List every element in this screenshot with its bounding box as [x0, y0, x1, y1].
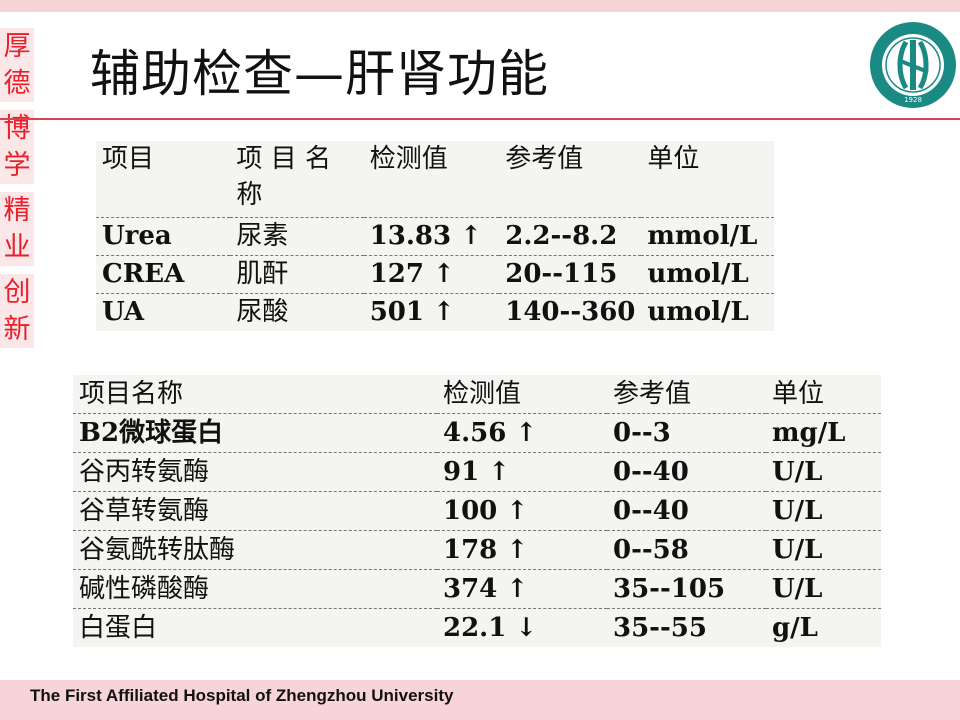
table-cell: 肌酐	[230, 255, 364, 294]
table-row: 谷氨酰转肽酶 178 ↑ 0--58 U/L	[73, 530, 881, 570]
table-row: UA 尿酸 501 ↑ 140--360 umol/L	[96, 293, 774, 331]
motto-char: 德	[0, 65, 34, 102]
table-cell: 尿素	[230, 217, 364, 256]
table-cell: 100 ↑	[437, 491, 607, 531]
motto-char: 学	[0, 147, 34, 184]
table-header-row: 项目 项 目 名 称 检测值 参考值 单位	[96, 141, 774, 218]
table-cell: 碱性磷酸酶	[73, 569, 437, 609]
table-cell: 谷草转氨酶	[73, 491, 437, 531]
header-cell: 项目名称	[79, 379, 184, 409]
motto-sidebar: 厚 德 博 学 精 业 创 新	[0, 28, 34, 348]
table-cell: 91 ↑	[437, 452, 607, 492]
header-cell: 检测值	[369, 144, 448, 174]
table-cell: U/L	[766, 530, 881, 570]
header-cell: 项目	[102, 144, 155, 174]
slide-title: 辅助检查—肝肾功能	[90, 45, 549, 103]
table-cell: 501 ↑	[363, 293, 500, 331]
table-cell: 374 ↑	[437, 569, 607, 609]
hospital-logo-icon: 1928	[870, 22, 956, 108]
footer-hospital-name: The First Affiliated Hospital of Zhengzh…	[30, 686, 454, 705]
table-cell: 35--105	[607, 569, 766, 609]
table-cell: 178 ↑	[437, 530, 607, 570]
table-cell: 尿酸	[230, 293, 364, 331]
table-cell: 13.83 ↑	[363, 217, 500, 256]
table-row: 谷草转氨酶 100 ↑ 0--40 U/L	[73, 491, 881, 531]
table-cell: 2.2--8.2	[499, 217, 642, 256]
table-row: 谷丙转氨酶 91 ↑ 0--40 U/L	[73, 452, 881, 492]
table-cell: Urea	[96, 217, 231, 256]
header-cell: 项 目 名 称	[236, 144, 331, 210]
top-band	[0, 0, 960, 12]
motto-char: 创	[0, 274, 34, 311]
header-cell: 检测值	[443, 379, 522, 409]
title-divider	[0, 118, 960, 120]
table-cell: umol/L	[641, 255, 774, 294]
liver-function-table: 项目名称 检测值 参考值 单位 B2微球蛋白 4.56 ↑ 0--3 mg/L …	[73, 375, 881, 647]
motto-char: 精	[0, 192, 34, 229]
table-cell: 35--55	[607, 608, 766, 647]
table-cell: 0--40	[607, 452, 766, 492]
table-cell: umol/L	[641, 293, 774, 331]
table-cell: 127 ↑	[363, 255, 500, 294]
table-cell: B2微球蛋白	[73, 413, 437, 453]
motto-char: 新	[0, 311, 34, 348]
motto-char: 业	[0, 229, 34, 266]
footer-band	[0, 680, 960, 720]
table-cell: U/L	[766, 491, 881, 531]
logo-year: 1928	[904, 96, 922, 104]
table-row: B2微球蛋白 4.56 ↑ 0--3 mg/L	[73, 413, 881, 453]
table-cell: 0--58	[607, 530, 766, 570]
table-cell: mg/L	[766, 413, 881, 453]
table-header-row: 项目名称 检测值 参考值 单位	[73, 375, 881, 414]
table-row: 碱性磷酸酶 374 ↑ 35--105 U/L	[73, 569, 881, 609]
table-cell: 20--115	[499, 255, 642, 294]
table-cell: 白蛋白	[73, 608, 437, 647]
header-cell: 单位	[772, 379, 825, 409]
table-cell: CREA	[96, 255, 231, 294]
table-cell: 0--3	[607, 413, 766, 453]
table-cell: U/L	[766, 569, 881, 609]
table-cell: 谷丙转氨酶	[73, 452, 437, 492]
table-cell: g/L	[766, 608, 881, 647]
table-row: CREA 肌酐 127 ↑ 20--115 umol/L	[96, 255, 774, 294]
header-cell: 单位	[647, 144, 700, 174]
table-cell: UA	[96, 293, 231, 331]
table-cell: 4.56 ↑	[437, 413, 607, 453]
table-cell: 22.1 ↓	[437, 608, 607, 647]
header-cell: 参考值	[505, 144, 584, 174]
table-cell: 谷氨酰转肽酶	[73, 530, 437, 570]
table-row: Urea 尿素 13.83 ↑ 2.2--8.2 mmol/L	[96, 217, 774, 256]
table-cell: 140--360	[499, 293, 642, 331]
table-cell: U/L	[766, 452, 881, 492]
motto-char: 厚	[0, 28, 34, 65]
renal-function-table: 项目 项 目 名 称 检测值 参考值 单位 Urea 尿素 13.83 ↑ 2.…	[96, 141, 774, 331]
table-row: 白蛋白 22.1 ↓ 35--55 g/L	[73, 608, 881, 647]
table-cell: mmol/L	[641, 217, 774, 256]
header-cell: 参考值	[613, 379, 692, 409]
table-cell: 0--40	[607, 491, 766, 531]
motto-char: 博	[0, 110, 34, 147]
